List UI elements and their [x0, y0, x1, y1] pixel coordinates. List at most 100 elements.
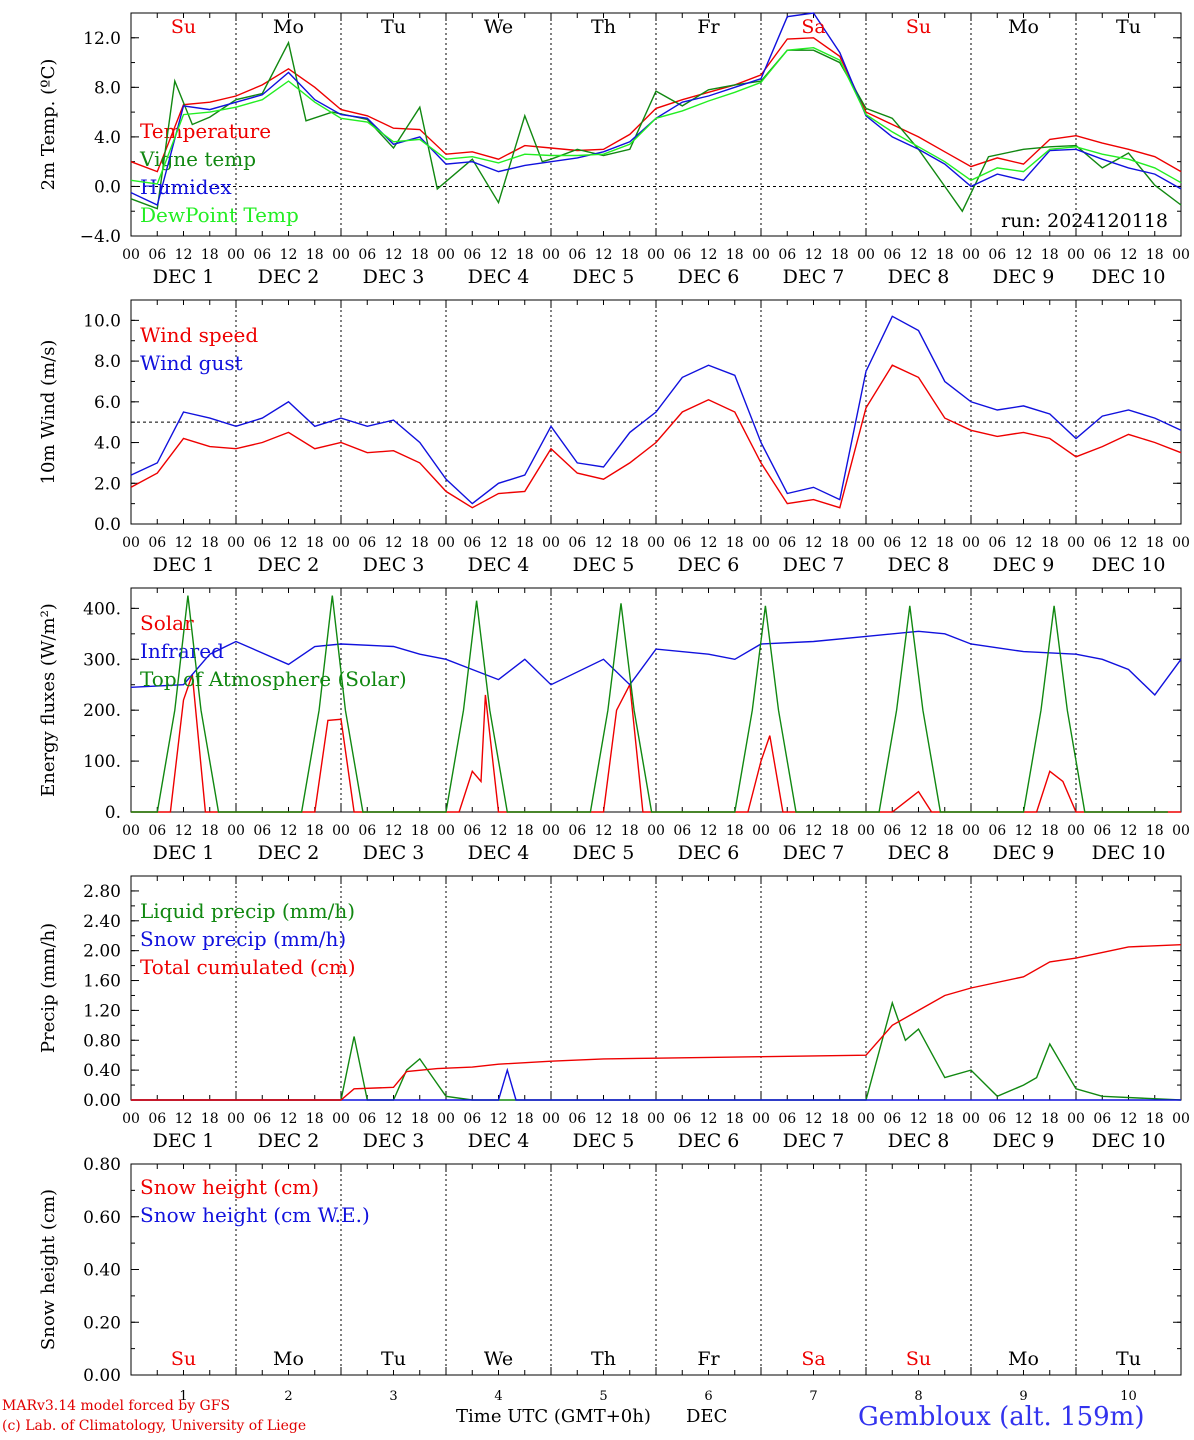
legend-entry: Snow precip (mm/h) [140, 927, 346, 951]
hour-tick-label: 12 [280, 1111, 298, 1127]
hour-tick-label: 12 [805, 823, 823, 839]
hour-tick-label: 00 [542, 1111, 560, 1127]
hour-tick-label: 06 [673, 535, 691, 551]
weekday-label: We [484, 1348, 513, 1370]
series-line-1 [130, 37, 1182, 173]
hour-tick-label: 06 [148, 247, 166, 263]
hour-tick-label: 12 [280, 535, 298, 551]
y-tick-label: 0.00 [83, 1366, 121, 1386]
hour-tick-label: 12 [1015, 247, 1033, 263]
hour-tick-label: 00 [857, 1111, 875, 1127]
hour-tick-label: 12 [910, 1111, 928, 1127]
y-axis-label: Precip (mm/h) [38, 923, 59, 1053]
hour-tick-label: 18 [1041, 535, 1059, 551]
date-label: DEC 2 [258, 266, 320, 288]
weekday-label: Tu [1116, 1348, 1141, 1370]
hour-tick-label: 00 [752, 1111, 770, 1127]
time-axis-label: Time UTC (GMT+0h) [456, 1406, 651, 1427]
date-label: DEC 2 [258, 554, 320, 576]
y-tick-label: 0.0 [94, 515, 121, 535]
weekday-label: Su [171, 16, 196, 38]
hour-tick-label: 12 [805, 247, 823, 263]
weekday-label: Tu [1116, 16, 1141, 38]
date-label: DEC 9 [993, 554, 1055, 576]
legend-entry: DewPoint Temp [140, 203, 299, 227]
hour-tick-label: 12 [700, 823, 718, 839]
day-number-label: 7 [809, 1389, 817, 1404]
hour-tick-label: 12 [1015, 823, 1033, 839]
hour-tick-label: 00 [1172, 535, 1190, 551]
hour-tick-label: 00 [122, 247, 140, 263]
hour-tick-label: 18 [201, 247, 219, 263]
hour-tick-label: 18 [1146, 1111, 1164, 1127]
hour-tick-label: 18 [306, 535, 324, 551]
weekday-label: Tu [381, 1348, 406, 1370]
date-label: DEC 7 [783, 1130, 845, 1152]
weekday-label: Fr [697, 1348, 720, 1370]
hour-tick-label: 06 [253, 1111, 271, 1127]
hour-tick-label: 06 [988, 823, 1006, 839]
hour-tick-label: 18 [726, 1111, 744, 1127]
y-tick-label: 0.40 [83, 1261, 121, 1281]
weekday-label: Sa [801, 1348, 825, 1370]
hour-tick-label: 18 [306, 823, 324, 839]
model-credit: MARv3.14 model forced by GFS [2, 1398, 231, 1414]
hour-tick-label: 00 [227, 823, 245, 839]
hour-tick-label: 12 [175, 823, 193, 839]
hour-tick-label: 06 [568, 1111, 586, 1127]
day-number-label: 6 [704, 1389, 712, 1404]
hour-tick-label: 18 [411, 535, 429, 551]
hour-tick-label: 18 [726, 823, 744, 839]
date-label: DEC 1 [153, 1130, 215, 1152]
hour-tick-label: 12 [595, 1111, 613, 1127]
hour-tick-label: 06 [568, 247, 586, 263]
hour-tick-label: 00 [647, 1111, 665, 1127]
hour-tick-label: 12 [280, 247, 298, 263]
y-tick-label: 100. [83, 752, 121, 772]
hour-tick-label: 12 [280, 823, 298, 839]
y-tick-label: 8.0 [94, 352, 121, 372]
hour-tick-label: 06 [568, 535, 586, 551]
weekday-label: Su [906, 1348, 931, 1370]
date-label: DEC 5 [573, 554, 635, 576]
y-tick-label: 0.0 [94, 177, 121, 197]
hour-tick-label: 06 [883, 823, 901, 839]
hour-tick-label: 00 [752, 535, 770, 551]
hour-tick-label: 12 [700, 1111, 718, 1127]
hour-tick-label: 06 [988, 1111, 1006, 1127]
hour-tick-label: 18 [621, 247, 639, 263]
hour-tick-label: 18 [411, 1111, 429, 1127]
date-label: DEC 3 [363, 266, 425, 288]
hour-tick-label: 00 [1067, 823, 1085, 839]
date-label: DEC 2 [258, 1130, 320, 1152]
y-axis-label: 10m Wind (m/s) [38, 340, 59, 485]
hour-tick-label: 06 [988, 247, 1006, 263]
date-label: DEC 1 [153, 842, 215, 864]
hour-tick-label: 00 [332, 823, 350, 839]
hour-tick-label: 06 [883, 1111, 901, 1127]
hour-tick-label: 06 [778, 1111, 796, 1127]
hour-tick-label: 00 [542, 247, 560, 263]
legend-entry: Total cumulated (cm) [140, 955, 356, 979]
hour-tick-label: 12 [805, 535, 823, 551]
date-label: DEC 3 [363, 842, 425, 864]
y-tick-label: 400. [83, 599, 121, 619]
hour-tick-label: 00 [857, 535, 875, 551]
series-line-2 [130, 630, 1182, 696]
hour-tick-label: 12 [490, 1111, 508, 1127]
hour-tick-label: 06 [778, 247, 796, 263]
date-label: DEC 3 [363, 554, 425, 576]
date-label: DEC 1 [153, 554, 215, 576]
hour-tick-label: 18 [1146, 535, 1164, 551]
hour-tick-label: 00 [647, 535, 665, 551]
hour-tick-label: 00 [1172, 823, 1190, 839]
weekday-label: Sa [801, 16, 825, 38]
station-name: Gembloux (alt. 159m) [858, 1402, 1145, 1432]
hour-tick-label: 12 [595, 247, 613, 263]
hour-tick-label: 06 [358, 823, 376, 839]
weekday-label: Su [906, 16, 931, 38]
hour-tick-label: 06 [673, 1111, 691, 1127]
series-line-4 [130, 46, 1182, 185]
hour-tick-label: 00 [647, 247, 665, 263]
